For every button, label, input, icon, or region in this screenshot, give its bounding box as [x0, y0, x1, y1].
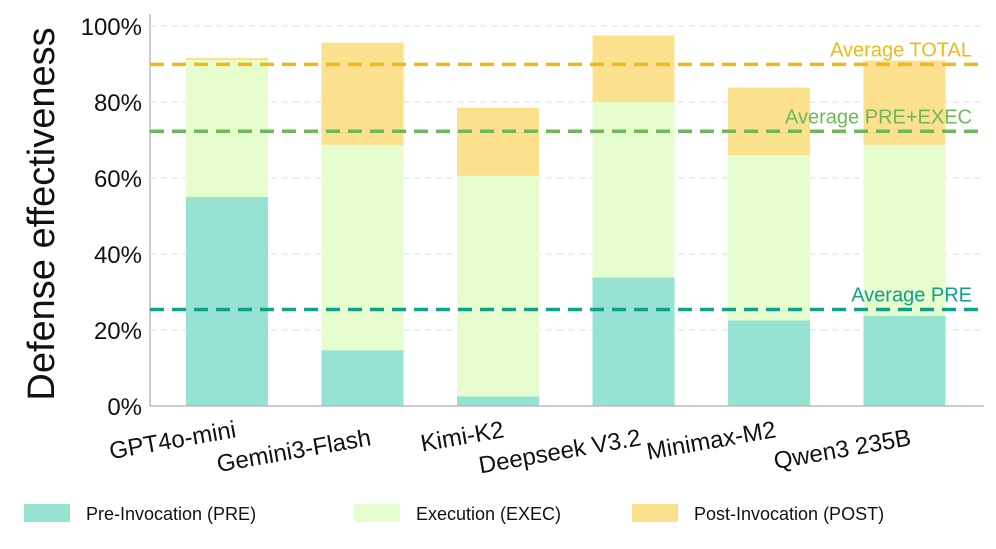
x-tick-label: Gemini3-Flash — [215, 424, 373, 478]
legend-label: Post-Invocation (POST) — [694, 504, 884, 524]
legend-swatch — [24, 504, 70, 522]
bar-pre-invocation-pre-deepseek-v3-2 — [592, 277, 675, 406]
ref-label-average-total: Average TOTAL — [830, 39, 972, 61]
y-ticks: 0% 20% 40% 60% 80% 100% — [81, 14, 142, 421]
reference-lines: Average TOTAL Average PRE+EXEC Average PRE — [150, 39, 984, 312]
bar-pre-invocation-pre-gemini3-flash — [321, 350, 404, 406]
bar-post-invocation-post-gemini3-flash — [321, 42, 404, 145]
bars — [186, 35, 946, 406]
bar-pre-invocation-pre-minimax-m2 — [728, 320, 810, 406]
x-tick-label: Minimax-M2 — [645, 416, 778, 465]
y-tick-label: 100% — [81, 14, 142, 41]
y-tick-label: 20% — [94, 318, 142, 345]
axes — [149, 14, 984, 407]
legend: Pre-Invocation (PRE) Execution (EXEC) Post… — [24, 504, 884, 524]
bar-execution-exec-deepseek-v3-2 — [592, 102, 675, 278]
y-tick-label: 80% — [94, 90, 142, 117]
bar-execution-exec-gemini3-flash — [321, 144, 404, 351]
legend-label: Pre-Invocation (PRE) — [86, 504, 256, 524]
bar-post-invocation-post-deepseek-v3-2 — [592, 35, 675, 102]
bar-execution-exec-qwen3-235b — [863, 144, 946, 316]
gridlines — [150, 25, 984, 331]
legend-swatch — [632, 504, 678, 522]
y-tick-label: 60% — [94, 166, 142, 193]
ref-label-average-pre: Average PRE — [851, 284, 972, 306]
y-tick-label: 40% — [94, 242, 142, 269]
bar-post-invocation-post-gpt4o-mini — [186, 57, 268, 61]
bar-pre-invocation-pre-kimi-k2 — [457, 396, 539, 406]
x-tick-label: Qwen3 235B — [772, 424, 913, 475]
bar-execution-exec-minimax-m2 — [728, 155, 810, 321]
y-tick-label: 0% — [107, 394, 142, 421]
bar-post-invocation-post-minimax-m2 — [728, 87, 810, 156]
bar-pre-invocation-pre-qwen3-235b — [863, 315, 946, 406]
bar-post-invocation-post-kimi-k2 — [457, 107, 539, 176]
bar-execution-exec-gpt4o-mini — [186, 60, 268, 198]
legend-label: Execution (EXEC) — [416, 504, 561, 524]
bar-execution-exec-kimi-k2 — [457, 175, 539, 397]
bar-pre-invocation-pre-gpt4o-mini — [186, 197, 268, 406]
legend-swatch — [354, 504, 400, 522]
y-axis-label: Defense effectiveness — [21, 27, 63, 400]
ref-label-average-pre-exec: Average PRE+EXEC — [785, 106, 972, 128]
